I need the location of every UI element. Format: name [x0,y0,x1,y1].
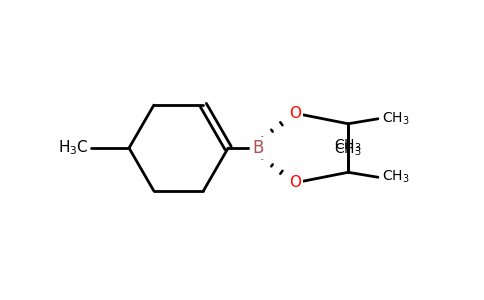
Text: O: O [289,175,302,190]
Text: CH$_3$: CH$_3$ [334,138,362,154]
Text: CH$_3$: CH$_3$ [382,111,409,127]
Text: B: B [252,139,264,157]
Text: CH$_3$: CH$_3$ [382,169,409,185]
Text: O: O [289,106,302,121]
Text: CH$_3$: CH$_3$ [334,142,362,158]
Text: H$_3$C: H$_3$C [58,139,89,158]
